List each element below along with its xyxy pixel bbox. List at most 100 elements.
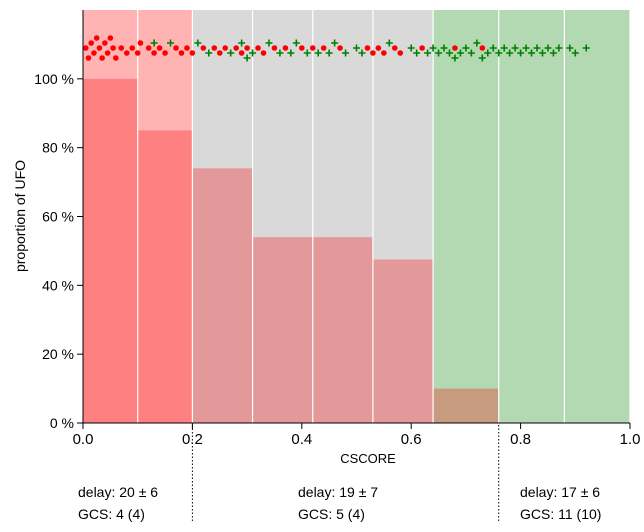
point xyxy=(233,45,239,51)
bar xyxy=(137,130,193,424)
point xyxy=(243,54,251,62)
y-axis-label: proportion of UFO xyxy=(12,160,28,272)
point xyxy=(381,50,387,56)
point xyxy=(167,39,175,47)
point xyxy=(184,45,190,51)
point xyxy=(194,39,202,47)
point xyxy=(244,45,250,51)
point xyxy=(479,45,486,51)
y-tick-label: 60 % xyxy=(42,209,74,225)
point xyxy=(544,44,552,52)
point xyxy=(424,49,432,57)
point xyxy=(189,50,196,56)
point xyxy=(292,39,300,47)
point xyxy=(151,50,157,56)
point xyxy=(137,40,144,46)
x-tick-label: 0.8 xyxy=(510,431,531,448)
point xyxy=(397,50,404,56)
point xyxy=(222,45,229,51)
point xyxy=(299,45,305,51)
point xyxy=(129,45,136,51)
point xyxy=(451,54,459,62)
point xyxy=(102,40,108,46)
point xyxy=(271,45,278,51)
y-tick-label: 0 % xyxy=(50,415,74,431)
point xyxy=(506,49,514,57)
point xyxy=(358,49,366,57)
bar xyxy=(252,237,313,423)
annotation: delay: 17 ± 6 xyxy=(520,484,600,500)
point xyxy=(260,50,267,56)
point xyxy=(314,49,322,57)
point xyxy=(88,40,95,46)
zone xyxy=(433,10,630,423)
bar xyxy=(433,388,499,423)
point xyxy=(452,45,458,51)
x-axis-label: CSCORE xyxy=(340,451,396,466)
point xyxy=(156,45,163,51)
point xyxy=(500,44,508,52)
point xyxy=(82,45,89,51)
point xyxy=(364,45,371,51)
point xyxy=(85,55,92,61)
point xyxy=(282,45,289,51)
point xyxy=(462,44,470,52)
point xyxy=(200,45,207,51)
point xyxy=(566,44,574,52)
point xyxy=(484,49,492,57)
point xyxy=(216,50,223,56)
annotation: delay: 19 ± 7 xyxy=(298,484,378,500)
point xyxy=(227,49,235,57)
point xyxy=(370,50,376,56)
point xyxy=(391,45,398,51)
point xyxy=(331,39,339,47)
point xyxy=(549,49,557,57)
point xyxy=(123,50,130,56)
point xyxy=(134,50,141,56)
point xyxy=(99,55,105,61)
point xyxy=(337,45,343,51)
point xyxy=(467,49,475,57)
point xyxy=(495,49,503,57)
point xyxy=(555,44,563,52)
point xyxy=(413,49,421,57)
x-tick-label: 0.0 xyxy=(73,431,94,448)
point xyxy=(489,44,497,52)
point xyxy=(249,49,257,57)
point xyxy=(162,50,168,56)
annotation: GCS: 5 (4) xyxy=(298,506,365,522)
point xyxy=(110,45,116,51)
y-tick-label: 20 % xyxy=(42,346,74,362)
point xyxy=(309,45,316,51)
point xyxy=(511,44,519,52)
point xyxy=(265,39,273,47)
point xyxy=(407,44,415,52)
y-tick-label: 100 % xyxy=(34,71,74,87)
x-tick-label: 0.6 xyxy=(401,431,422,448)
point xyxy=(93,35,100,41)
point xyxy=(107,35,114,41)
point xyxy=(118,45,125,51)
point xyxy=(385,39,393,47)
point xyxy=(375,45,382,51)
point xyxy=(440,44,448,52)
x-tick-label: 0.4 xyxy=(291,431,312,448)
point xyxy=(456,49,464,57)
point xyxy=(435,49,443,57)
bar xyxy=(83,78,138,423)
point xyxy=(276,49,284,57)
annotation: delay: 20 ± 6 xyxy=(78,484,158,500)
point xyxy=(255,45,261,51)
point xyxy=(522,44,530,52)
point xyxy=(419,45,425,51)
point xyxy=(104,50,111,56)
point xyxy=(96,45,103,51)
y-tick-label: 40 % xyxy=(42,277,74,293)
point xyxy=(473,39,481,47)
point xyxy=(150,39,158,47)
point xyxy=(238,50,245,56)
point xyxy=(353,44,360,52)
bar xyxy=(372,259,434,423)
point xyxy=(528,49,536,57)
x-tick-label: 1.0 xyxy=(620,431,641,448)
